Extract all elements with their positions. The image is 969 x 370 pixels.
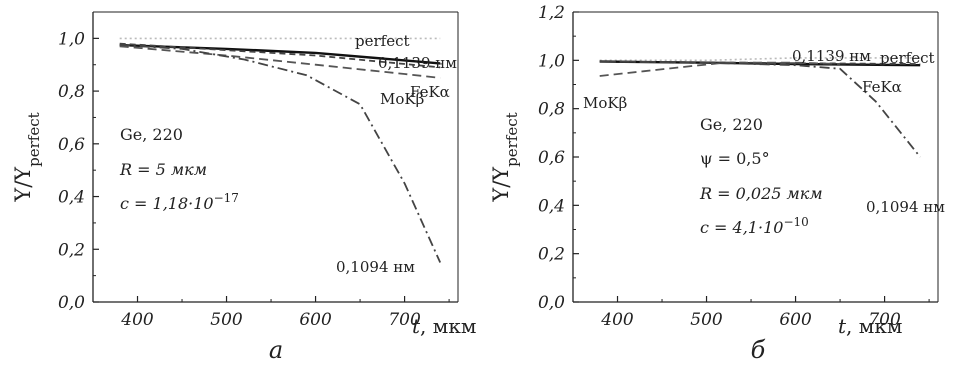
y-tick-label: 0,0 — [58, 293, 85, 313]
annotation-crystal: Ge, 220 — [700, 115, 763, 134]
series-line — [119, 44, 442, 263]
y-tick-label: 1,0 — [538, 51, 565, 71]
label-01139: 0,1139 нм — [378, 54, 457, 72]
series-line — [599, 57, 921, 62]
annotation-concentration: c = 4,1·10−10 — [700, 215, 809, 237]
series-line — [599, 60, 921, 65]
tick-marks — [93, 37, 450, 303]
y-tick-label: 0,4 — [58, 188, 85, 208]
x-tick-label: 700 — [388, 310, 421, 330]
label-perfect: perfect — [880, 49, 935, 67]
series-line — [119, 42, 441, 69]
label-mo-kb: MoKβ — [380, 90, 424, 108]
x-tick-label: 600 — [299, 310, 332, 330]
x-tick-label: 400 — [120, 310, 154, 330]
label-perfect: perfect — [355, 32, 410, 50]
y-tick-label: 0,8 — [58, 82, 85, 102]
y-tick-label: 0,6 — [538, 148, 565, 168]
annotation-concentration: c = 1,18·10−17 — [120, 191, 239, 213]
y-tick-label: 0,0 — [538, 293, 565, 313]
x-tick-label: 400 — [600, 310, 634, 330]
y-tick-label: 0,2 — [58, 240, 85, 260]
x-axis-label: t, мкм — [838, 314, 902, 338]
x-tick-label: 500 — [690, 310, 723, 330]
y-tick-label: 1,0 — [58, 29, 85, 49]
x-axis-label: t, мкм — [412, 314, 476, 338]
annotation-angle: ψ = 0,5° — [700, 149, 770, 168]
annotation-radius: R = 5 мкм — [119, 160, 207, 179]
series-line — [599, 61, 841, 77]
panel-label-a: a — [269, 336, 283, 364]
annotation-crystal: Ge, 220 — [120, 125, 183, 144]
annotation-radius: R = 0,025 мкм — [699, 184, 823, 203]
panel-a: 400 500 600 700 0,0 0,2 0,4 0,6 0,8 1,0 Y/Yperfec… — [11, 11, 476, 364]
panel-label-b: б — [751, 336, 766, 364]
label-fe-ka: FeKα — [862, 78, 902, 96]
y-axis-label: Y/Yperfect — [11, 112, 43, 202]
curves — [119, 37, 442, 263]
panel-b: 400 500 600 700 0,0 0,2 0,4 0,6 0,8 1,0 1,2 Y/Yper… — [489, 3, 945, 364]
y-tick-label: 0,4 — [538, 196, 565, 216]
y-tick-label: 0,6 — [58, 135, 85, 155]
label-01139: 0,1139 нм — [792, 47, 871, 65]
tick-labels: 400 500 600 700 0,0 0,2 0,4 0,6 0,8 1,0 1,2 — [538, 3, 901, 330]
x-tick-label: 500 — [210, 310, 243, 330]
series-line — [119, 45, 441, 79]
series-line — [599, 60, 921, 158]
x-tick-label: 600 — [779, 310, 812, 330]
label-mo-kb: MoKβ — [583, 94, 627, 112]
tick-labels: 400 500 600 700 0,0 0,2 0,4 0,6 0,8 1,0 — [58, 29, 421, 330]
tick-marks — [573, 11, 930, 303]
y-tick-label: 0,8 — [538, 100, 565, 120]
curves — [599, 57, 921, 158]
y-tick-label: 0,2 — [538, 245, 565, 265]
label-01094: 0,1094 нм — [866, 198, 945, 216]
x-tick-label: 700 — [868, 310, 901, 330]
y-tick-label: 1,2 — [538, 3, 565, 23]
label-01094: 0,1094 нм — [336, 258, 415, 276]
label-fe-ka: FeKα — [410, 83, 450, 101]
y-axis-label: Y/Yperfect — [489, 112, 521, 202]
